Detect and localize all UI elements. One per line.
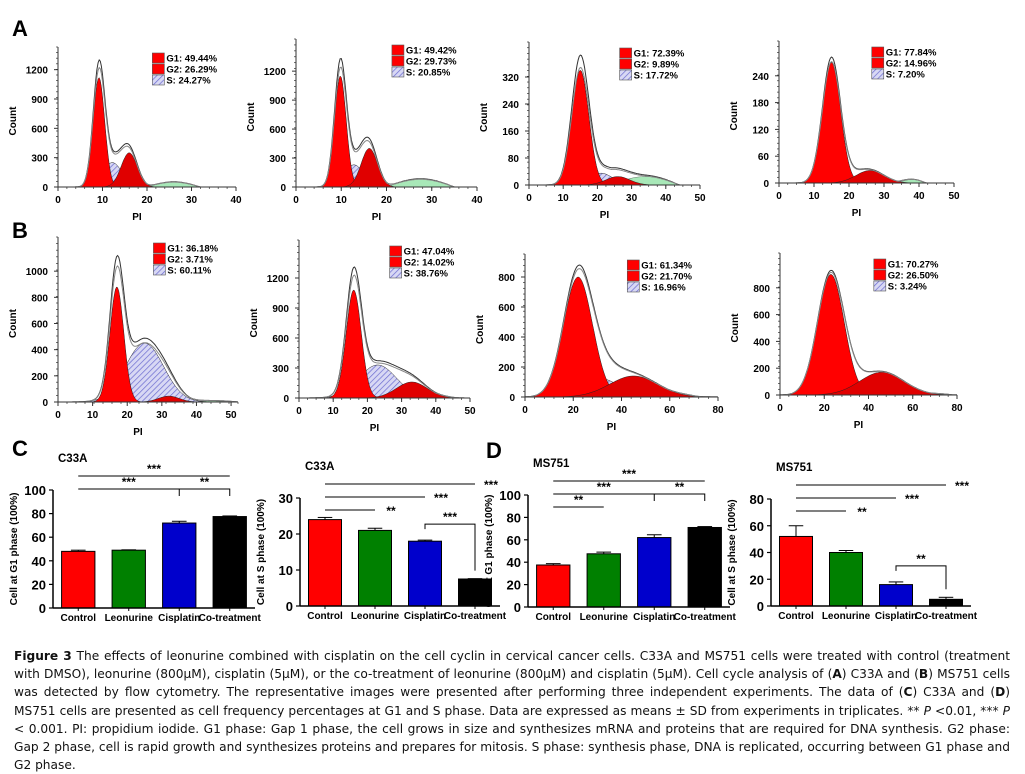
caption-ref-d: D (995, 685, 1006, 700)
legend-swatch (152, 52, 165, 64)
figure-caption: Figure 3 The effects of leonurine combin… (14, 647, 1010, 774)
legend-label: G1: 49.44% (166, 54, 217, 65)
y-tick-label: 1200 (26, 66, 49, 77)
caption-text: < 0.001. PI: propidium iodide. G1 phase:… (14, 721, 1010, 773)
caption-p-symbol: P (923, 703, 931, 718)
panel-letter-b: B (12, 218, 28, 243)
legend-label: G2: 26.29% (166, 65, 217, 76)
caption-ref-a: A (832, 667, 842, 682)
panel-letter-d: D (486, 438, 502, 463)
x-tick-label: 10 (97, 195, 109, 206)
caption-text: ) C33A and ( (841, 667, 919, 682)
g1-peak-area (58, 77, 236, 188)
caption-text: ) C33A and ( (912, 685, 996, 700)
legend-swatch (152, 63, 165, 75)
x-tick-label: 40 (230, 195, 242, 206)
caption-text: The effects of leonurine combined with c… (14, 649, 1010, 682)
caption-ref-c: C (903, 685, 913, 700)
y-tick-label: 0 (42, 183, 48, 194)
x-tick-label: 30 (186, 195, 198, 206)
panel-letter-c: C (12, 436, 28, 461)
x-tick-label: 20 (141, 195, 153, 206)
x-axis-label: PI (132, 212, 142, 223)
x-tick-label: 0 (55, 195, 61, 206)
panel-letter-a: A (12, 16, 28, 41)
caption-text: <0.01, *** (930, 703, 1003, 718)
caption-text: ) MS751 cells are presented as cell freq… (14, 685, 1010, 718)
caption-ref-b: B (918, 667, 929, 682)
caption-p-symbol: P (1002, 703, 1010, 718)
y-tick-label: 600 (31, 124, 48, 135)
caption-label: Figure 3 (14, 649, 72, 663)
y-tick-label: 300 (31, 154, 48, 165)
caption-text: ) MS751 cells was detected by flow cytom… (14, 667, 1011, 700)
legend-swatch (152, 74, 165, 86)
legend-label: S: 24.27% (166, 76, 211, 87)
y-axis-label: Count (8, 106, 19, 136)
y-tick-label: 900 (31, 95, 48, 106)
